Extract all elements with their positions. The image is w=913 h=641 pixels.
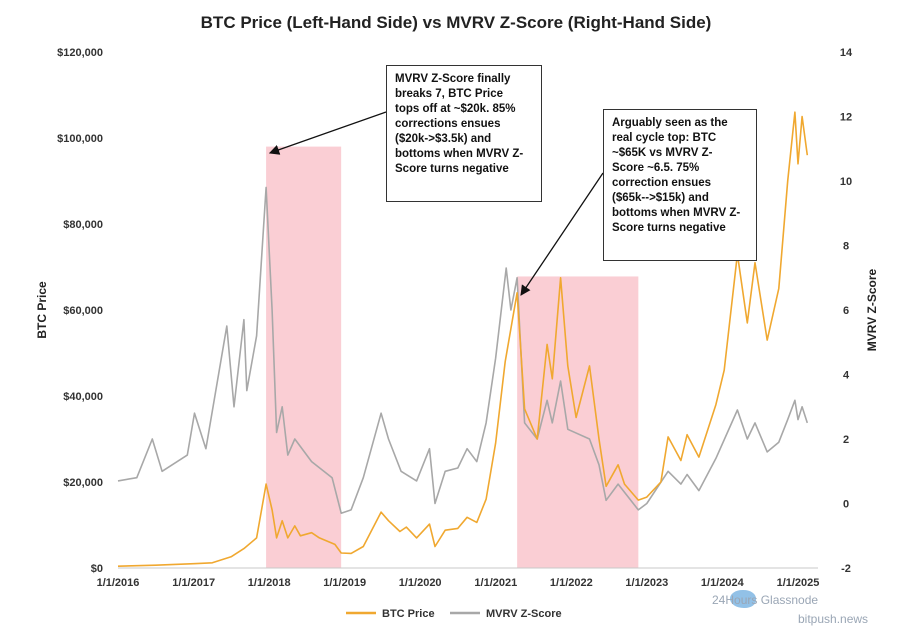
annotation-line: bottoms when MVRV Z- [612, 207, 741, 219]
left-axis-ticks: $0 $20,000 $40,000 $60,000 $80,000 $100,000 $1… [57, 47, 103, 575]
right-tick-label: 8 [843, 241, 849, 253]
series-lines [117, 111, 809, 567]
left-axis-label: BTC Price [35, 281, 49, 339]
left-tick-label: $0 [91, 563, 103, 575]
annotation-line: tops off at ~$20k. 85% [395, 103, 516, 115]
x-tick-label: 1/1/2020 [399, 577, 442, 589]
x-tick-label: 1/1/2019 [323, 577, 366, 589]
left-tick-label: $100,000 [57, 133, 103, 145]
series-line-mvrv-z-score [117, 186, 809, 515]
right-tick-label: 12 [840, 112, 852, 124]
legend: BTC Price MVRV Z-Score [346, 608, 562, 620]
series-line-btc-price [117, 111, 809, 567]
right-tick-label: 0 [843, 499, 849, 511]
annotation-line: Score turns negative [612, 222, 726, 234]
left-tick-label: $20,000 [63, 477, 103, 489]
right-axis-ticks: -2 0 2 4 6 8 10 12 14 [840, 47, 853, 575]
x-tick-label: 1/1/2016 [97, 577, 140, 589]
annotation-arrow-2 [520, 172, 604, 296]
x-axis-ticks: 1/1/2016 1/1/2017 1/1/2018 1/1/2019 1/1/2020… [97, 577, 820, 589]
left-tick-label: $60,000 [63, 305, 103, 317]
x-tick-label: 1/1/2024 [701, 577, 745, 589]
annotation-line: Score ~6.5. 75% [612, 162, 700, 174]
watermark-bird-icon [730, 590, 756, 608]
annotation-arrow-1 [268, 111, 387, 155]
right-tick-label: 14 [840, 47, 853, 59]
watermark-source: 24Hours Glassnode [712, 593, 819, 607]
right-tick-label: 10 [840, 176, 852, 188]
x-tick-label: 1/1/2018 [248, 577, 291, 589]
left-tick-label: $40,000 [63, 391, 103, 403]
shaded-region-2 [517, 276, 639, 568]
right-tick-label: 4 [843, 370, 850, 382]
right-tick-label: 6 [843, 305, 849, 317]
annotation-line: ~$65K vs MVRV Z- [612, 147, 713, 159]
x-tick-label: 1/1/2023 [625, 577, 668, 589]
annotation-line: ($65k-->$15k) and [612, 192, 709, 204]
annotation-line: bottoms when MVRV Z- [395, 148, 524, 160]
annotation-arrows [268, 111, 604, 296]
annotation-line: breaks 7, BTC Price [395, 88, 504, 100]
x-tick-label: 1/1/2017 [172, 577, 215, 589]
x-tick-label: 1/1/2021 [474, 577, 517, 589]
annotation-line: real cycle top: BTC [612, 132, 717, 144]
chart-title: BTC Price (Left-Hand Side) vs MVRV Z-Sco… [201, 13, 712, 32]
x-tick-label: 1/1/2022 [550, 577, 593, 589]
annotation-line: correction ensues [612, 177, 712, 189]
right-tick-label: 2 [843, 434, 849, 446]
annotation-callout-2018: MVRV Z-Score finally breaks 7, BTC Price t… [386, 65, 542, 202]
annotation-line: corrections ensues [395, 118, 501, 130]
left-tick-label: $120,000 [57, 47, 103, 59]
left-tick-label: $80,000 [63, 219, 103, 231]
annotation-callout-2021: Arguably seen as the real cycle top: BTC ~… [603, 109, 757, 261]
legend-label: MVRV Z-Score [486, 608, 562, 620]
legend-label: BTC Price [382, 608, 435, 620]
shaded-region-1 [266, 146, 342, 568]
annotation-line: Arguably seen as the [612, 117, 728, 129]
watermark-site: bitpush.news [798, 612, 869, 626]
annotation-line: ($20k->$3.5k) and [395, 133, 492, 145]
right-axis-label: MVRV Z-Score [865, 268, 879, 351]
annotation-line: MVRV Z-Score finally [395, 73, 511, 85]
annotation-line: Score turns negative [395, 163, 509, 175]
right-tick-label: -2 [841, 563, 851, 575]
shaded-regions [266, 146, 639, 568]
x-tick-label: 1/1/2025 [777, 577, 820, 589]
